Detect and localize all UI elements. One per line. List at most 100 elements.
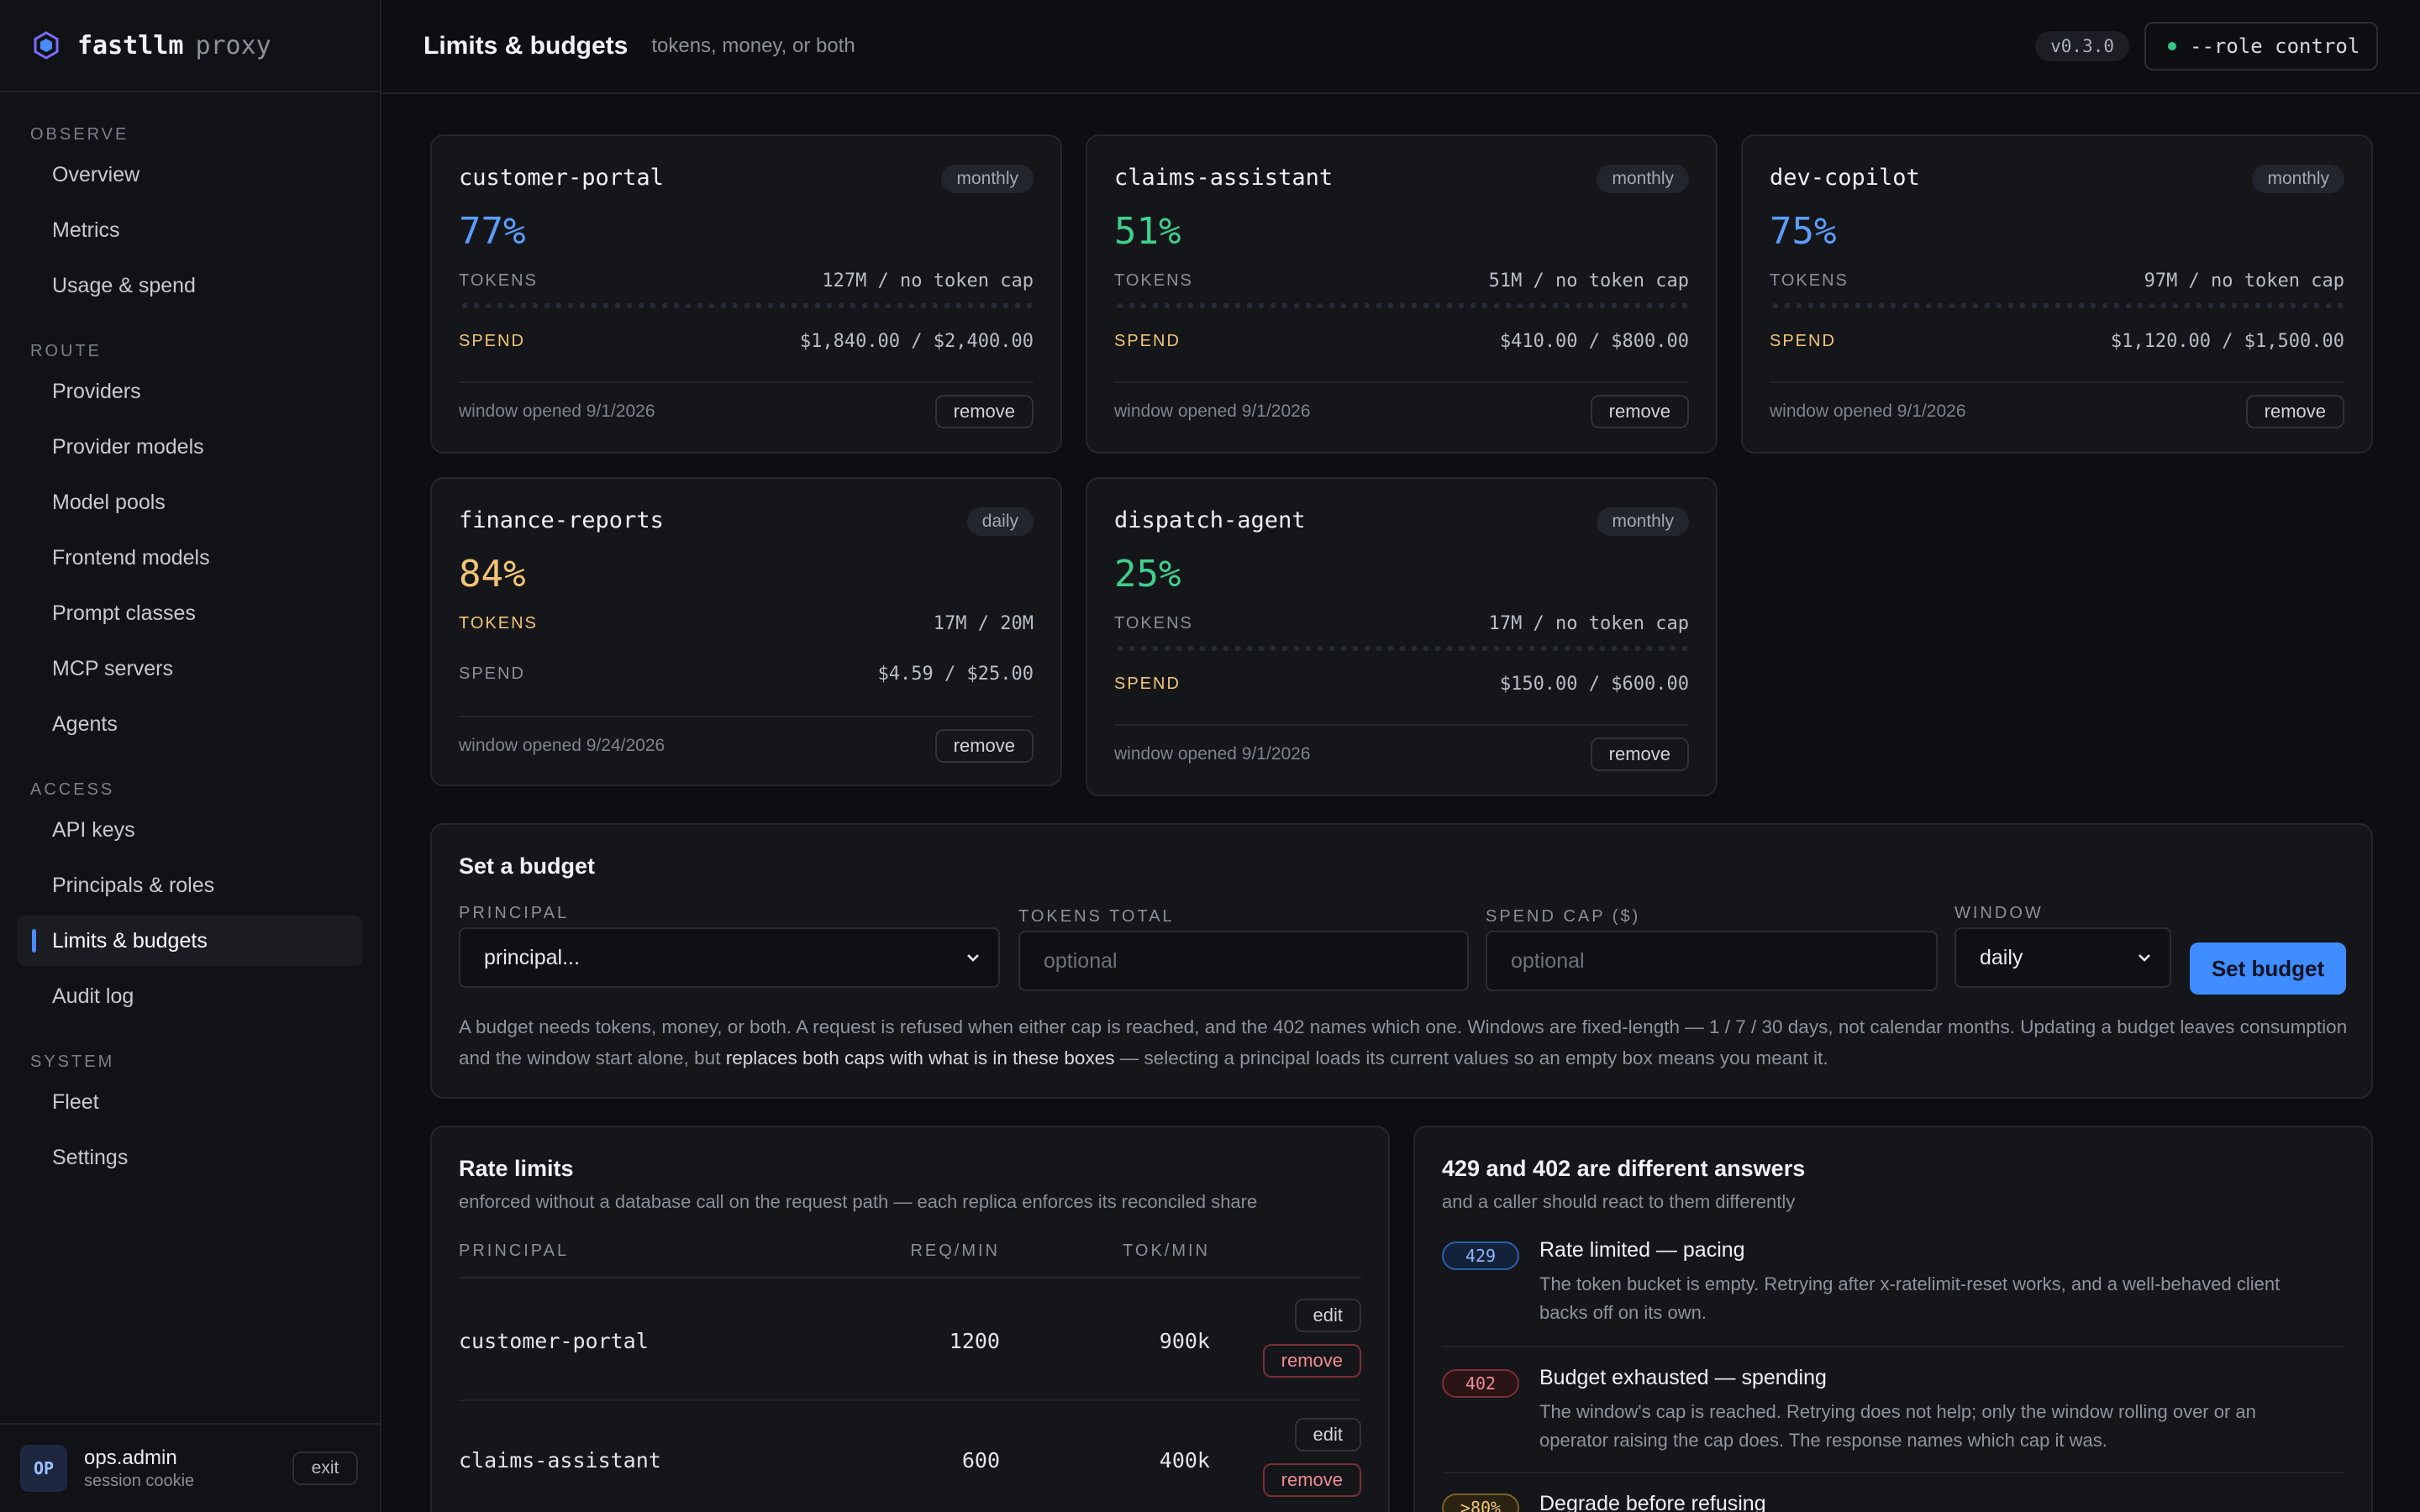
status-codes-title: 429 and 402 are different answers <box>1442 1156 1806 1181</box>
remove-budget-button[interactable]: remove <box>2245 395 2344 428</box>
card-footer: window opened 9/1/2026 remove <box>1114 724 1689 771</box>
spend-row: SPEND $150.00 / $600.00 <box>1114 674 1689 695</box>
sidebar-item-metrics[interactable]: Metrics <box>52 218 120 242</box>
role-indicator[interactable]: --role control <box>2144 22 2378 71</box>
budget-percent: 84% <box>459 553 526 596</box>
help-text-emphasis: replaces both caps with what is in these… <box>725 1047 1115 1068</box>
budget-card-dispatch-agent: dispatch-agent monthly 25% TOKENS 17M / … <box>1086 477 1718 796</box>
budget-principal: finance-reports <box>459 507 664 533</box>
remove-limit-button[interactable]: remove <box>1262 1344 1361 1378</box>
tokens-bar <box>1770 302 2344 309</box>
code-badge: 429 <box>1442 1242 1519 1270</box>
sidebar-item-settings[interactable]: Settings <box>52 1145 129 1169</box>
help-text-a: A budget needs tokens, money, or both. A… <box>459 1016 2348 1068</box>
code-badge: >80% <box>1442 1494 1519 1512</box>
window-opened: window opened 9/1/2026 <box>1114 744 1311 764</box>
principal-select-value: principal... <box>484 945 580 969</box>
remove-limit-button[interactable]: remove <box>1262 1463 1361 1497</box>
card-footer: window opened 9/24/2026 remove <box>459 716 1034 763</box>
tokens-value: 51M / no token cap <box>1488 270 1689 291</box>
chevron-down-icon <box>2139 954 2150 962</box>
sidebar-item-limits-budgets[interactable]: Limits & budgets <box>17 916 363 966</box>
col-req-min: REQ/MIN <box>910 1242 1000 1260</box>
tokens-row: TOKENS 97M / no token cap <box>1770 270 2344 291</box>
sidebar-item-agents[interactable]: Agents <box>52 711 118 736</box>
spend-row: SPEND $410.00 / $800.00 <box>1114 331 1689 352</box>
budget-card-finance-reports: finance-reports daily 84% TOKENS 17M / 2… <box>430 477 1062 786</box>
brand[interactable]: fastllm proxy <box>0 0 380 92</box>
card-footer: window opened 9/1/2026 remove <box>1770 381 2344 428</box>
card-footer: window opened 9/1/2026 remove <box>1114 381 1689 428</box>
row-actions: edit remove <box>1262 1299 1361 1378</box>
tokens-total-input[interactable]: optional <box>1018 931 1469 991</box>
remove-budget-button[interactable]: remove <box>934 729 1034 763</box>
tokens-label: TOKENS <box>1114 271 1193 290</box>
avatar: OP <box>20 1445 67 1492</box>
page-title: Limits & budgets <box>424 32 629 60</box>
set-budget-button[interactable]: Set budget <box>2190 942 2346 995</box>
budget-percent: 77% <box>459 210 526 253</box>
answer-item-402: 402 Budget exhausted — spending The wind… <box>1442 1346 2344 1472</box>
budget-percent: 75% <box>1770 210 1837 253</box>
window-badge: monthly <box>2252 165 2344 193</box>
principal-select[interactable]: principal... <box>459 927 1000 988</box>
window-label: WINDOW <box>1954 904 2044 922</box>
window-select[interactable]: daily <box>1954 927 2171 988</box>
help-text-c: — selecting a principal loads its curren… <box>1114 1047 1828 1068</box>
nav-label-system: SYSTEM <box>30 1053 115 1071</box>
sidebar-item-fleet[interactable]: Fleet <box>52 1089 99 1114</box>
row-req-min: 1200 <box>949 1329 1000 1353</box>
remove-budget-button[interactable]: remove <box>1590 395 1689 428</box>
sidebar-item-frontend-models[interactable]: Frontend models <box>52 545 210 570</box>
user-panel: OP ops.admin session cookie exit <box>0 1423 380 1512</box>
session-type: session cookie <box>84 1471 195 1490</box>
tokens-value: 97M / no token cap <box>2144 270 2344 291</box>
budget-principal: dev-copilot <box>1770 165 1920 191</box>
sidebar: fastllm proxy OBSERVE Overview Metrics U… <box>0 0 381 1512</box>
tokens-row: TOKENS 17M / no token cap <box>1114 613 1689 634</box>
rate-limits-subtitle: enforced without a database call on the … <box>459 1191 1258 1212</box>
sidebar-item-audit-log[interactable]: Audit log <box>52 984 134 1008</box>
rate-limits-title: Rate limits <box>459 1156 574 1181</box>
spend-value: $1,120.00 / $1,500.00 <box>2110 331 2344 352</box>
remove-budget-button[interactable]: remove <box>934 395 1034 428</box>
sidebar-item-overview[interactable]: Overview <box>52 162 140 186</box>
row-actions: edit remove <box>1262 1418 1361 1497</box>
window-opened: window opened 9/24/2026 <box>459 736 666 755</box>
answer-title: Rate limited — pacing <box>1539 1238 1745 1262</box>
spend-label: SPEND <box>1770 332 1836 350</box>
table-row: claims-assistant 600 400k edit remove <box>459 1401 1361 1512</box>
tokens-label: TOKENS <box>459 614 538 633</box>
spend-cap-input[interactable]: optional <box>1486 931 1938 991</box>
sidebar-item-provider-models[interactable]: Provider models <box>52 434 204 459</box>
edit-limit-button[interactable]: edit <box>1294 1418 1361 1452</box>
answer-title: Degrade before refusing <box>1539 1492 1766 1512</box>
nav-group-system: SYSTEM Fleet Settings <box>0 1035 380 1183</box>
table-header: PRINCIPAL REQ/MIN TOK/MIN <box>459 1242 1361 1278</box>
sidebar-item-usage-spend[interactable]: Usage & spend <box>52 273 196 297</box>
brand-suffix: proxy <box>195 30 271 60</box>
spend-label: SPEND <box>1114 675 1181 693</box>
budget-principal: claims-assistant <box>1114 165 1334 191</box>
tokens-total-field: TOKENS TOTAL optional <box>1018 907 1469 991</box>
sidebar-item-prompt-classes[interactable]: Prompt classes <box>52 601 196 625</box>
remove-budget-button[interactable]: remove <box>1590 738 1689 771</box>
spend-label: SPEND <box>1114 332 1181 350</box>
status-codes-panel: 429 and 402 are different answers and a … <box>1413 1126 2373 1512</box>
answer-desc: The window's cap is reached. Retrying do… <box>1539 1401 2256 1451</box>
tokens-label: TOKENS <box>459 271 538 290</box>
tokens-row: TOKENS 17M / 20M <box>459 613 1034 634</box>
budget-percent: 25% <box>1114 553 1181 596</box>
spend-row: SPEND $1,840.00 / $2,400.00 <box>459 331 1034 352</box>
rate-limits-panel: Rate limits enforced without a database … <box>430 1126 1390 1512</box>
sidebar-item-providers[interactable]: Providers <box>52 379 141 403</box>
edit-limit-button[interactable]: edit <box>1294 1299 1361 1332</box>
row-principal: customer-portal <box>459 1329 649 1353</box>
budget-principal: dispatch-agent <box>1114 507 1306 533</box>
sidebar-item-principals-roles[interactable]: Principals & roles <box>52 873 215 897</box>
sidebar-item-model-pools[interactable]: Model pools <box>52 490 166 514</box>
sidebar-item-api-keys[interactable]: API keys <box>52 817 135 842</box>
sidebar-item-mcp-servers[interactable]: MCP servers <box>52 656 174 680</box>
brand-name: fastllm <box>77 30 184 60</box>
exit-button[interactable]: exit <box>292 1452 358 1485</box>
